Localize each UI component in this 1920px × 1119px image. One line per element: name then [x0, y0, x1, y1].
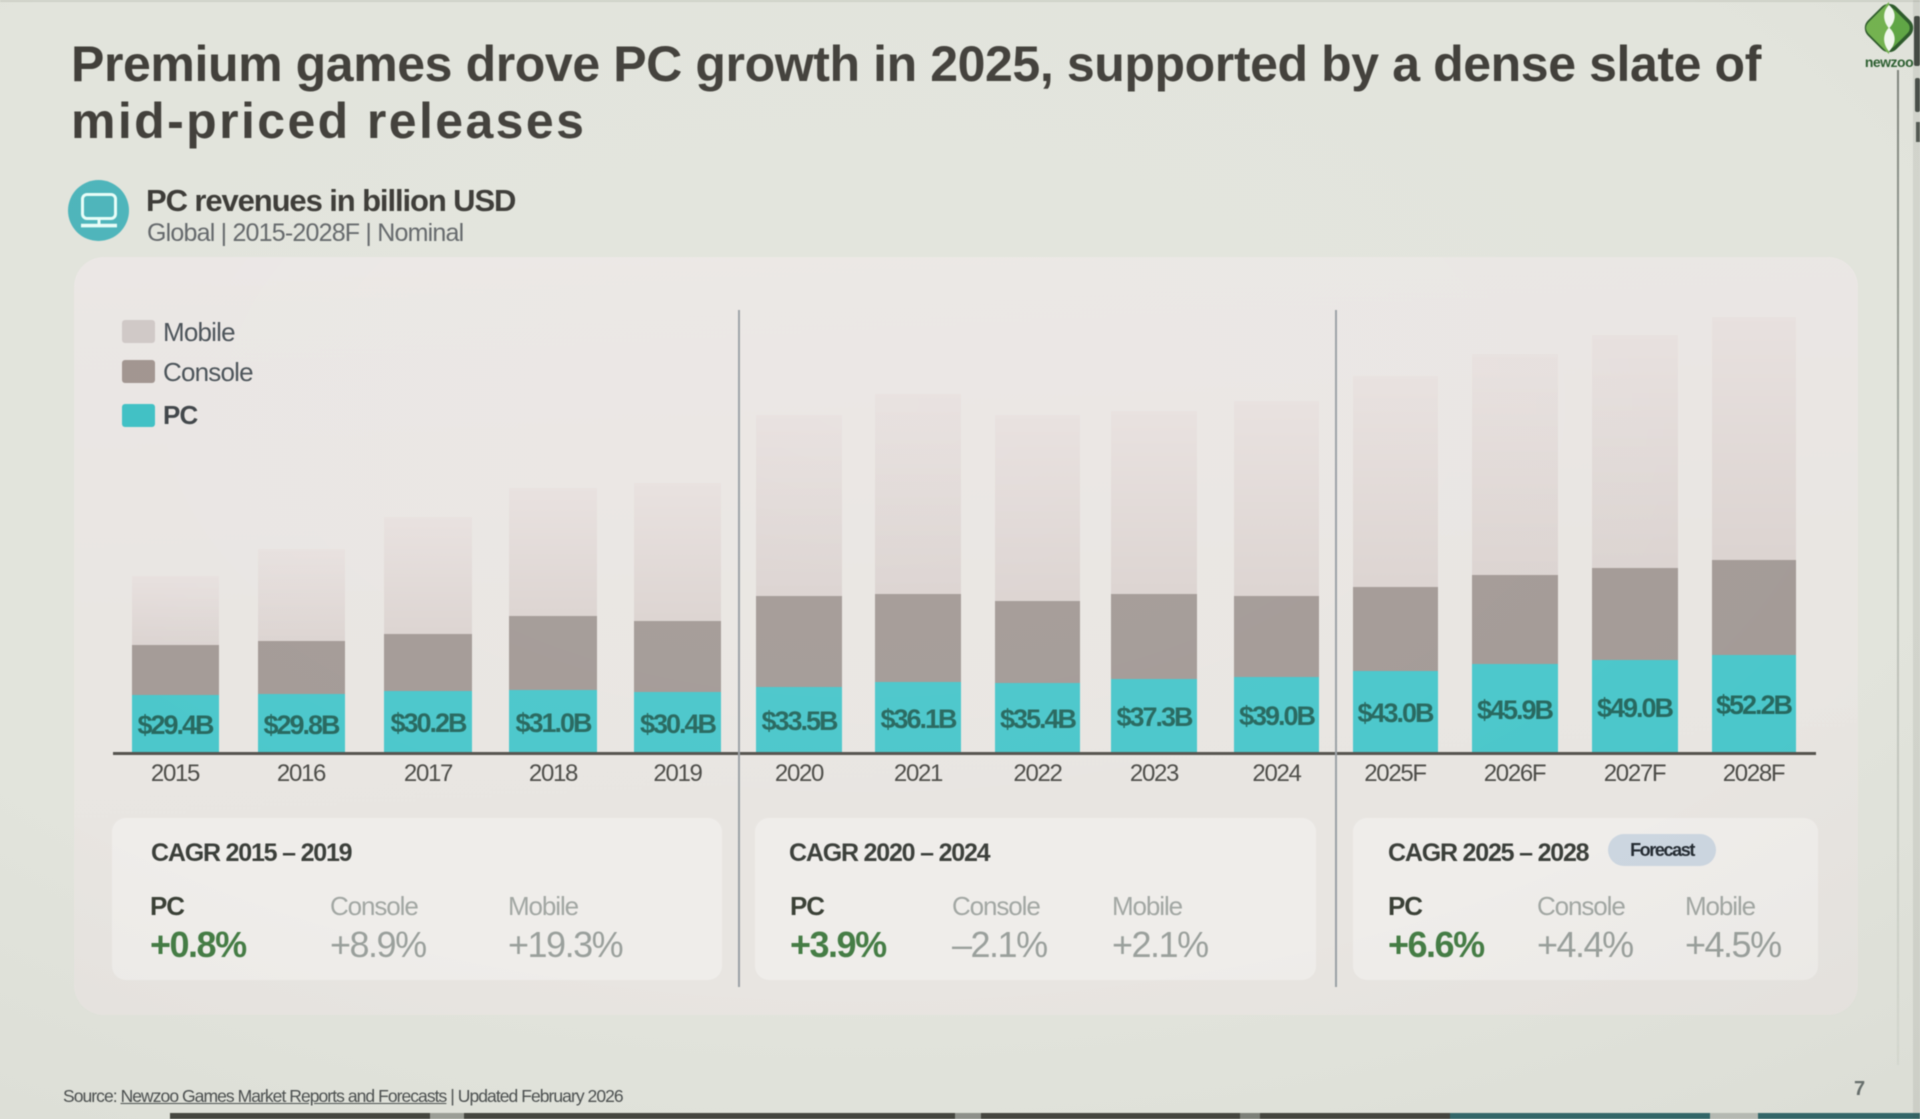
svg-text:newzoo: newzoo	[1865, 54, 1913, 70]
